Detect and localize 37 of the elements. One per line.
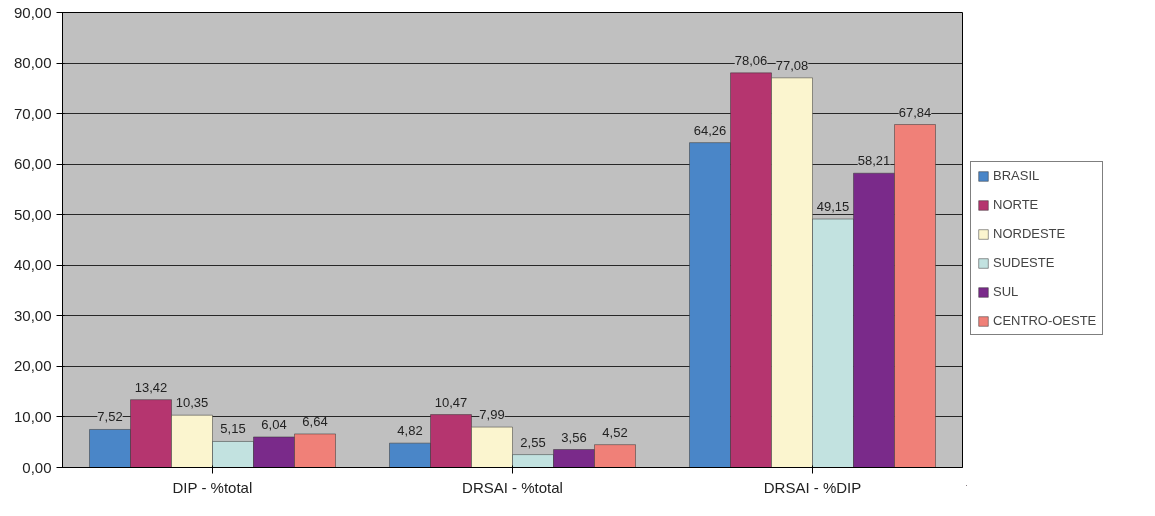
- y-tick-label: 90,00: [13, 3, 52, 21]
- y-tick-label: 0,00: [22, 458, 52, 476]
- y-tick-label: 10,00: [13, 407, 52, 425]
- y-tick-label: 30,00: [13, 306, 52, 324]
- data-label: 7,52: [97, 409, 123, 425]
- x-tick-label: DIP - %total: [172, 478, 253, 496]
- data-label: 10,35: [175, 395, 209, 411]
- data-label: 49,15: [816, 199, 850, 215]
- data-label: 5,15: [220, 421, 246, 437]
- data-label: 78,06: [734, 52, 768, 68]
- data-label: 67,84: [898, 104, 932, 120]
- data-label: 10,47: [434, 394, 468, 410]
- y-tick-label: 60,00: [13, 155, 52, 173]
- legend-label: SUL: [993, 284, 1019, 299]
- data-label: 13,42: [134, 379, 168, 395]
- data-label: 4,82: [397, 423, 423, 439]
- legend-label: NORTE: [993, 197, 1039, 212]
- legend-label: CENTRO-OESTE: [993, 313, 1097, 328]
- data-label: 64,26: [693, 122, 727, 138]
- data-label: 6,04: [261, 416, 287, 432]
- y-tick-label: 20,00: [13, 357, 52, 375]
- x-tick-label: DRSAI - %DIP: [763, 478, 862, 496]
- data-label: 58,21: [857, 153, 891, 169]
- data-label: 2,55: [520, 434, 546, 450]
- y-tick-label: 50,00: [13, 205, 52, 223]
- data-label: 6,64: [302, 413, 328, 429]
- legend-label: BRASIL: [993, 168, 1040, 183]
- y-tick-label: 70,00: [13, 104, 52, 122]
- y-tick-label: 80,00: [13, 54, 52, 72]
- data-label: 77,08: [775, 57, 809, 73]
- legend-label: SUDESTE: [993, 255, 1055, 270]
- data-label: 4,52: [602, 424, 628, 440]
- data-label: 7,99: [479, 407, 505, 423]
- data-label: 3,56: [561, 429, 587, 445]
- x-tick-label: DRSAI - %total: [462, 478, 563, 496]
- y-tick-label: 40,00: [13, 256, 52, 274]
- legend-label: NORDESTE: [993, 226, 1066, 241]
